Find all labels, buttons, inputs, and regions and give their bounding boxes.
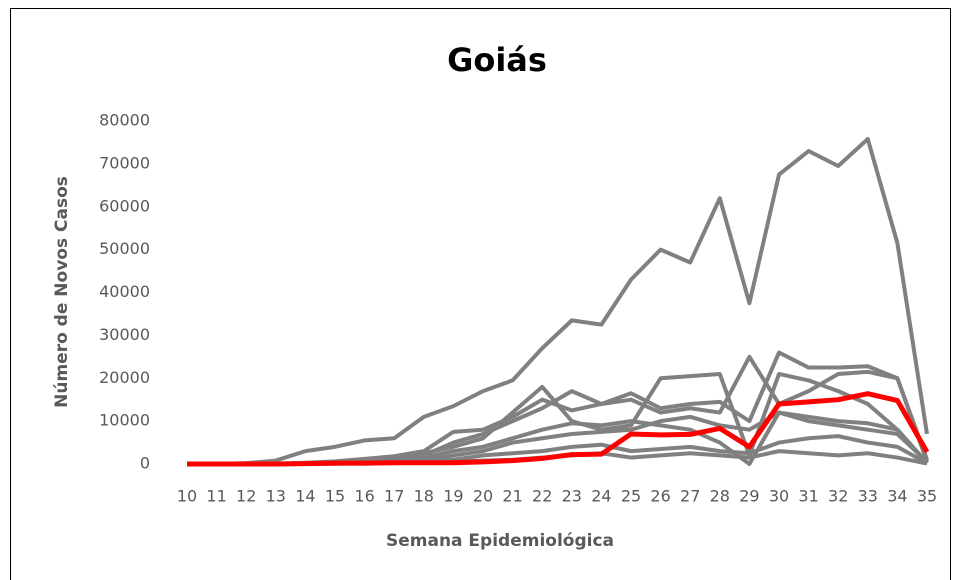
x-tick-label: 11 <box>206 487 226 506</box>
y-tick-label: 30000 <box>99 325 150 344</box>
x-tick-label: 18 <box>414 487 434 506</box>
x-tick-label: 33 <box>858 487 878 506</box>
y-tick-label: 10000 <box>99 411 150 430</box>
x-tick-label: 30 <box>769 487 789 506</box>
x-tick-label: 20 <box>473 487 493 506</box>
x-tick-label: 26 <box>650 487 670 506</box>
x-tick-label: 32 <box>828 487 848 506</box>
y-tick-label: 50000 <box>99 239 150 258</box>
x-tick-label: 25 <box>621 487 641 506</box>
x-tick-label: 31 <box>798 487 818 506</box>
x-tick-label: 17 <box>384 487 404 506</box>
x-tick-label: 29 <box>739 487 759 506</box>
series-line <box>187 391 930 467</box>
y-tick-label: 0 <box>140 454 150 473</box>
y-tick-label: 40000 <box>99 282 150 301</box>
x-tick-label: 22 <box>532 487 552 506</box>
chart-title: Goiás <box>447 41 547 79</box>
x-tick-label: 35 <box>917 487 937 506</box>
y-tick-label: 20000 <box>99 368 150 387</box>
x-tick-label: 13 <box>266 487 286 506</box>
y-axis-label: Número de Novos Casos <box>52 176 72 408</box>
x-tick-label: 16 <box>354 487 374 506</box>
x-tick-label: 12 <box>236 487 256 506</box>
x-tick-label: 28 <box>710 487 730 506</box>
y-tick-label: 60000 <box>99 196 150 215</box>
series-line <box>187 137 929 466</box>
x-tick-label: 34 <box>887 487 907 506</box>
x-tick-label: 23 <box>562 487 582 506</box>
x-tick-label: 15 <box>325 487 345 506</box>
x-tick-label: 21 <box>502 487 522 506</box>
x-tick-label: 14 <box>295 487 315 506</box>
chart-frame <box>10 8 951 580</box>
y-tick-label: 70000 <box>99 153 150 172</box>
y-tick-label: 80000 <box>99 111 150 130</box>
x-tick-label: 24 <box>591 487 611 506</box>
x-tick-label: 27 <box>680 487 700 506</box>
x-tick-label: 19 <box>443 487 463 506</box>
x-axis-label: Semana Epidemiológica <box>386 531 614 551</box>
x-tick-label: 10 <box>177 487 197 506</box>
